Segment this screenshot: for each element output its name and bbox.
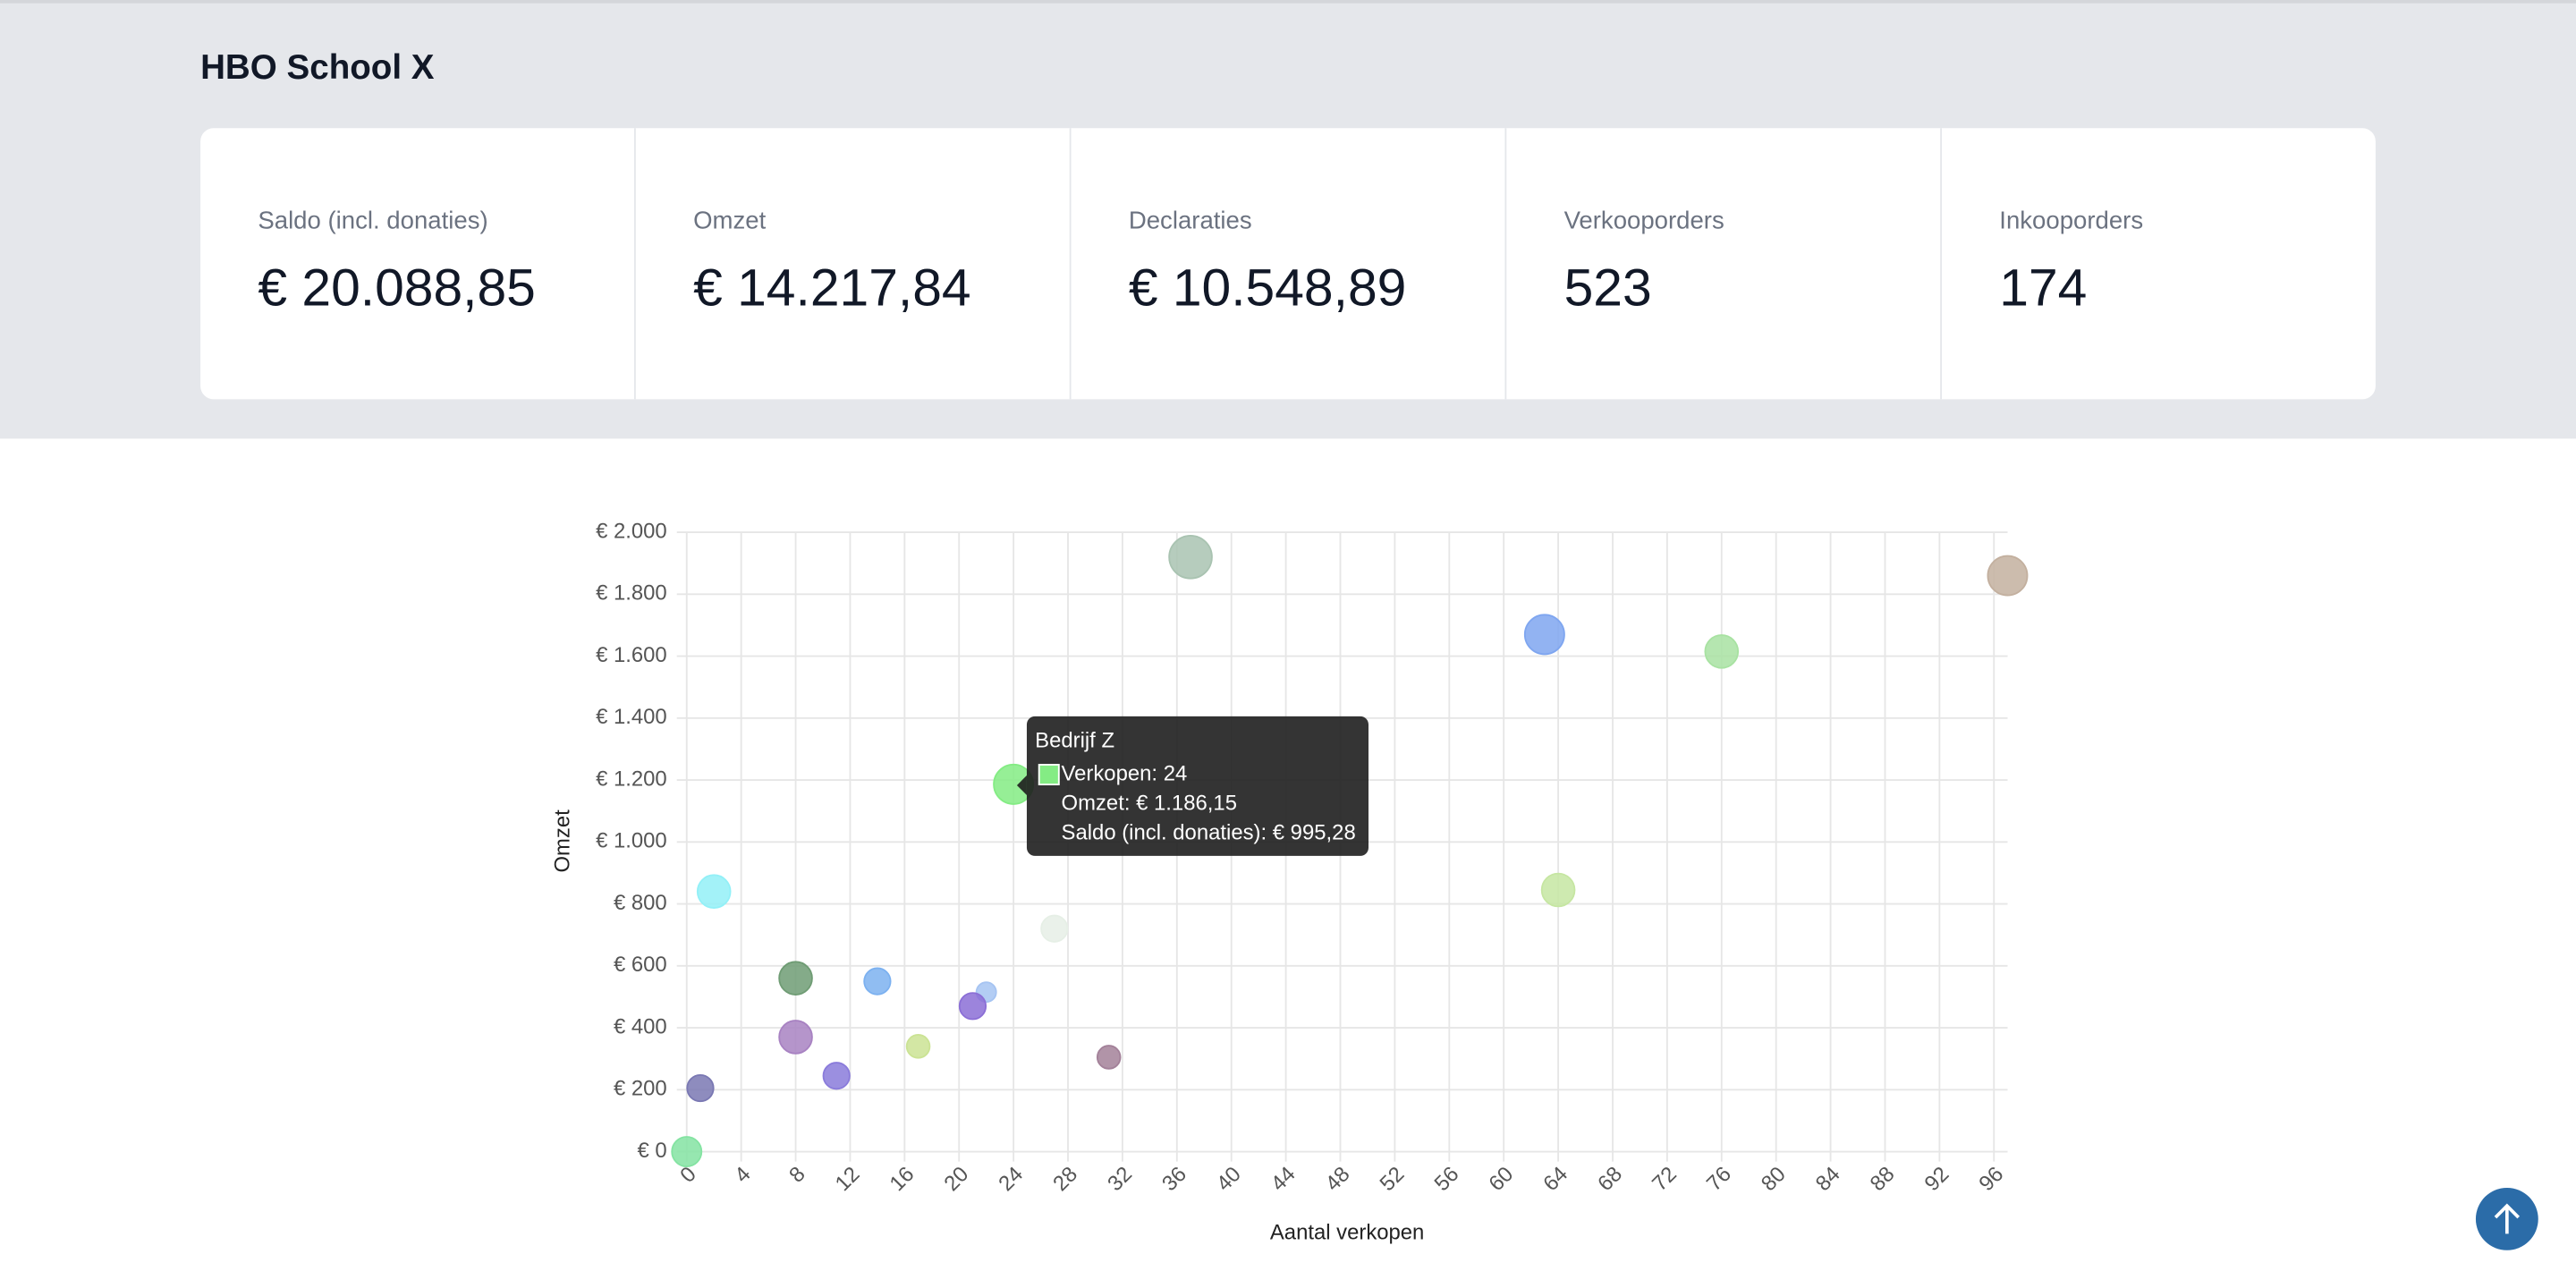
bubble	[778, 961, 813, 996]
x-tick-label: 64	[1538, 1162, 1572, 1196]
header-band: HBO School X Saldo (incl. donaties) € 20.…	[0, 0, 2576, 439]
y-axis-title: Omzet	[550, 809, 574, 873]
stat-label: Verkooporders	[1563, 207, 1724, 235]
x-tick-label: 80	[1757, 1162, 1791, 1196]
x-tick-label: 12	[831, 1162, 865, 1196]
bubble	[863, 967, 892, 996]
x-tick-label: 88	[1866, 1162, 1900, 1196]
tooltip: Bedrijf Z Verkopen: 24 Omzet: € 1.186,15 S…	[1026, 716, 1368, 856]
y-tick-label: € 1.800	[596, 581, 667, 606]
x-tick-label: 56	[1429, 1162, 1463, 1196]
x-tick-label: 28	[1048, 1162, 1082, 1196]
stat-card: Inkooporders 174	[1940, 128, 2376, 400]
x-tick-label: 48	[1321, 1162, 1355, 1196]
x-tick-label: 92	[1920, 1162, 1954, 1196]
stat-value: € 14.217,84	[693, 258, 971, 318]
bubble	[778, 1020, 813, 1055]
x-tick-label: 36	[1157, 1162, 1191, 1196]
x-tick-label: 8	[784, 1162, 809, 1187]
y-tick-label: € 800	[614, 891, 667, 915]
x-tick-label: 60	[1484, 1162, 1518, 1196]
school-title: HBO School X	[200, 49, 435, 88]
y-tick-label: € 1.400	[596, 705, 667, 729]
stat-value: 523	[1563, 258, 1652, 318]
stat-label: Omzet	[693, 207, 767, 235]
arrow-icon	[2494, 1203, 2521, 1234]
y-tick-label: € 2.000	[596, 519, 667, 543]
scroll-top-button[interactable]	[2475, 1187, 2538, 1250]
stat-value: € 10.548,89	[1128, 258, 1407, 318]
x-tick-label: 96	[1974, 1162, 2008, 1196]
bubble	[1096, 1045, 1122, 1070]
bubble	[1040, 914, 1069, 943]
x-tick-label: 16	[886, 1162, 919, 1196]
bubble	[686, 1073, 715, 1103]
y-tick-label: € 1.600	[596, 643, 667, 667]
stat-card: Saldo (incl. donaties) € 20.088,85	[200, 128, 634, 399]
stat-cards: Saldo (incl. donaties) € 20.088,85 Omzet € …	[200, 128, 2376, 400]
x-tick-label: 52	[1376, 1162, 1410, 1196]
bubble	[1168, 535, 1213, 580]
x-axis-title: Aantal verkopen	[1270, 1221, 1424, 1245]
stat-label: Inkooporders	[1999, 207, 2144, 235]
stat-label: Saldo (incl. donaties)	[258, 207, 488, 235]
tooltip-swatch	[1038, 764, 1060, 785]
bubble	[1987, 555, 2029, 597]
tooltip-line: Omzet: € 1.186,15	[1061, 790, 1237, 816]
x-tick-label: 20	[939, 1162, 973, 1196]
x-tick-label: 4	[730, 1162, 755, 1187]
tooltip-pointer	[1016, 775, 1027, 795]
x-tick-label: 76	[1702, 1162, 1736, 1196]
bubble	[905, 1034, 931, 1059]
y-tick-label: € 400	[614, 1014, 667, 1038]
x-tick-label: 84	[1811, 1162, 1845, 1196]
stat-value: € 20.088,85	[258, 258, 536, 318]
stat-card: Verkooporders 523	[1504, 128, 1940, 400]
y-tick-label: € 200	[614, 1077, 667, 1101]
stat-label: Declaraties	[1128, 207, 1252, 235]
y-tick-label: € 1.000	[596, 829, 667, 853]
x-tick-label: 32	[1103, 1162, 1137, 1196]
bubble	[696, 874, 732, 910]
x-tick-label: 72	[1648, 1162, 1682, 1196]
bubble	[1704, 634, 1740, 669]
bubble	[1540, 872, 1576, 908]
tooltip-title: Bedrijf Z	[1035, 727, 1115, 753]
tooltip-line: Saldo (incl. donaties): € 995,28	[1061, 819, 1356, 845]
stat-value: 174	[1999, 258, 2088, 318]
tooltip-line: Verkopen: 24	[1035, 759, 1360, 789]
bubble	[958, 992, 987, 1021]
stat-card: Omzet € 14.217,84	[633, 128, 1070, 400]
bubble	[671, 1136, 703, 1167]
x-tick-label: 24	[994, 1162, 1028, 1196]
bubble	[822, 1062, 851, 1090]
bubble	[1523, 614, 1565, 656]
y-tick-label: € 0	[638, 1139, 667, 1163]
x-tick-label: 68	[1593, 1162, 1627, 1196]
stat-card: Declaraties € 10.548,89	[1069, 128, 1505, 400]
y-tick-label: € 1.200	[596, 767, 667, 791]
y-tick-label: € 600	[614, 953, 667, 977]
x-tick-label: 44	[1267, 1162, 1301, 1196]
x-tick-label: 40	[1212, 1162, 1246, 1196]
